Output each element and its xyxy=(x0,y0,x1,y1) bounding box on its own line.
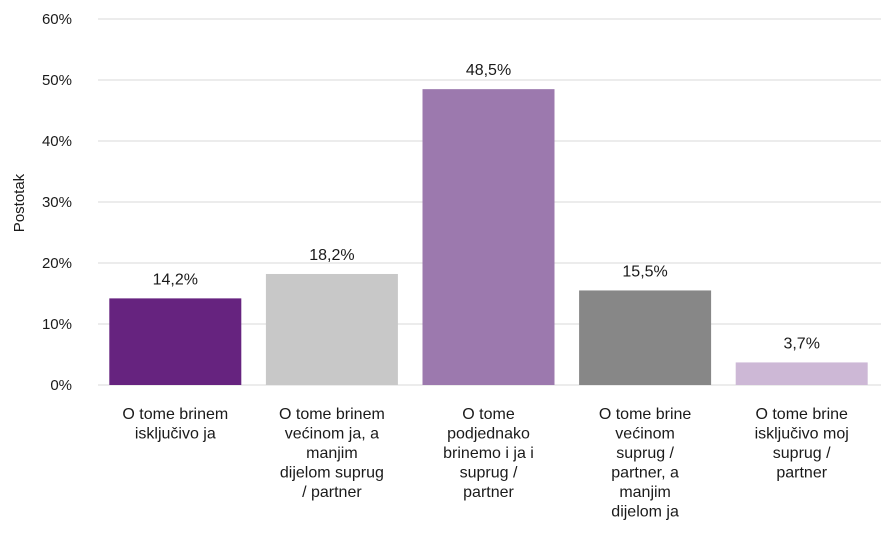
y-tick-label: 40% xyxy=(42,133,72,150)
data-label: 14,2% xyxy=(153,271,198,288)
data-label: 48,5% xyxy=(466,62,511,79)
category-label: O tome podjednako brinemo i ja i suprug / pa… xyxy=(443,406,534,501)
data-labels: 14,2% 18,2% 48,5% 15,5% 3,7% xyxy=(153,62,820,352)
bars xyxy=(109,89,868,386)
y-tick-label: 0% xyxy=(50,377,72,394)
data-label: 3,7% xyxy=(783,335,819,352)
bar xyxy=(735,362,868,385)
category-labels: O tome brinem isključivo ja O tome brinem v… xyxy=(122,406,848,521)
y-axis-ticks: 0% 10% 20% 30% 40% 50% 60% xyxy=(42,11,72,394)
y-axis-label: Postotak xyxy=(11,173,28,232)
y-tick-label: 10% xyxy=(42,316,72,333)
category-label: O tome brine većinom suprug / partner, a man… xyxy=(599,406,692,521)
y-tick-label: 50% xyxy=(42,72,72,89)
bar xyxy=(579,290,712,385)
category-label: O tome brinem većinom ja, a manjim dijelom … xyxy=(279,406,385,501)
data-label: 15,5% xyxy=(622,263,667,280)
bar xyxy=(109,298,242,385)
data-label: 18,2% xyxy=(309,247,354,264)
category-label: O tome brinem isključivo ja xyxy=(122,406,228,443)
y-tick-label: 60% xyxy=(42,11,72,28)
bar xyxy=(265,273,398,385)
y-tick-label: 30% xyxy=(42,194,72,211)
category-label: O tome brine isključivo moj suprug / partne… xyxy=(755,406,849,482)
y-tick-label: 20% xyxy=(42,255,72,272)
bar xyxy=(422,89,555,386)
